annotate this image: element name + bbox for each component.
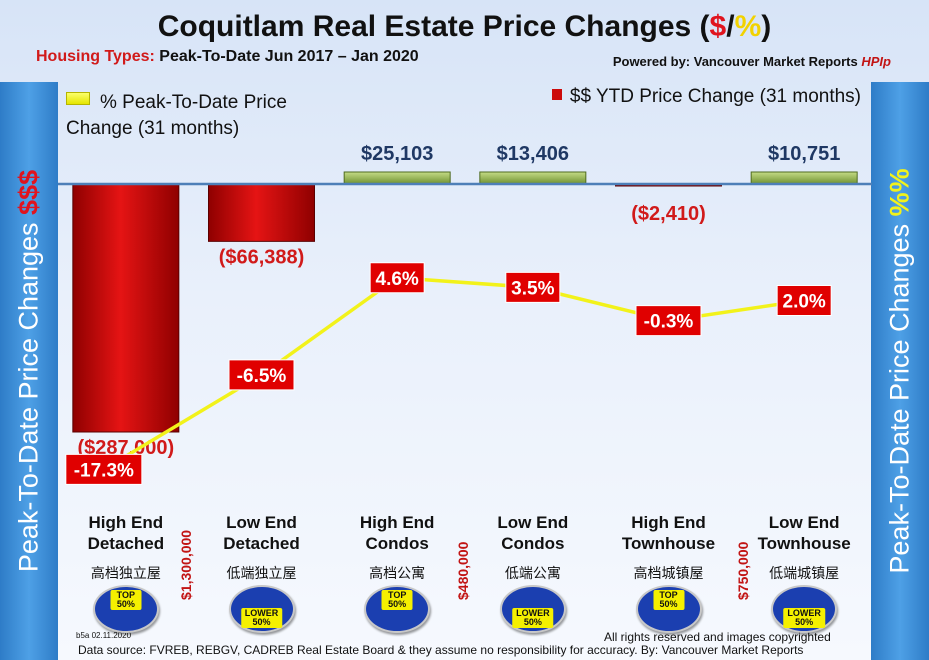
tier-badge-0: TOP 50% bbox=[92, 585, 159, 633]
powered-label: Powered by: Vancouver Market Reports bbox=[612, 54, 858, 69]
category-label-line: Low End bbox=[768, 513, 840, 532]
bar-2 bbox=[343, 171, 451, 185]
subtitle-label: Housing Types: bbox=[36, 48, 155, 65]
bar-1 bbox=[208, 183, 315, 242]
legend-pct-swatch bbox=[66, 92, 90, 105]
side-banner-left: Peak-To-Date Price Changes $$$ bbox=[0, 82, 58, 660]
category-label-zh-0: 高档独立屋 bbox=[90, 565, 161, 581]
category-label-1: Low End Detached bbox=[192, 512, 332, 554]
category-label-line: Low End bbox=[497, 513, 569, 532]
price-threshold-2: $750,000 bbox=[735, 541, 751, 600]
tier-badge-text: TOP 50% bbox=[381, 590, 413, 610]
pct-label-5: 2.0% bbox=[783, 292, 826, 313]
category-label-line: Townhouse bbox=[621, 534, 716, 553]
pct-label-box-2 bbox=[369, 262, 425, 294]
legend-dollar: $$ YTD Price Change (31 months) bbox=[551, 86, 861, 108]
pct-label-1: -6.5% bbox=[237, 366, 287, 387]
data-source-footer: Data source: FVREB, REBGV, CADREB Real E… bbox=[78, 643, 804, 657]
tier-badge-text: TOP 50% bbox=[653, 590, 684, 610]
dollar-label-5: $10,751 bbox=[768, 143, 840, 165]
category-label-zh-4: 高档城镇屋 bbox=[633, 565, 704, 581]
category-label-0: High End Detached bbox=[56, 512, 196, 554]
chart-subtitle: Housing Types: Peak-To-Date Jun 2017 – J… bbox=[36, 48, 419, 66]
category-label-line: Condos bbox=[365, 534, 429, 553]
category-label-4: High End Townhouse bbox=[599, 512, 739, 554]
legend-pct-line2: Change (31 months) bbox=[66, 118, 240, 139]
category-label-zh-2: 高档公寓 bbox=[369, 565, 426, 581]
legend-pct-line1: % Peak-To-Date Price bbox=[100, 92, 287, 113]
dollar-label-4: ($2,410) bbox=[631, 203, 706, 225]
powered-brand: HPIp bbox=[861, 54, 891, 69]
legend-pct: % Peak-To-Date Price Change (31 months) bbox=[66, 90, 366, 142]
tier-badge-2: TOP 50% bbox=[364, 585, 431, 633]
chart-plot: ($287,000)($66,388)$25,103 $13,406($2,410… bbox=[58, 143, 872, 485]
pct-label-box-5 bbox=[776, 285, 832, 316]
tier-badge-text: LOWER 50% bbox=[240, 608, 283, 628]
category-label-line: Detached bbox=[87, 534, 165, 553]
category-label-zh-5: 低端城镇屋 bbox=[769, 565, 840, 581]
tier-badge-1: LOWER 50% bbox=[228, 585, 295, 633]
chart-title: Coquitlam Real Estate Price Changes ($/%… bbox=[157, 10, 772, 43]
powered-by: Powered by: Vancouver Market Reports HPI… bbox=[613, 54, 891, 69]
category-label-line: Townhouse bbox=[757, 534, 851, 553]
category-label-line: High End bbox=[88, 513, 164, 532]
tier-badge-text: LOWER 50% bbox=[512, 608, 554, 628]
pct-label-0: -17.3% bbox=[74, 460, 134, 481]
category-label-5: Low End Townhouse bbox=[734, 512, 874, 554]
category-label-line: High End bbox=[359, 513, 435, 532]
category-label-line: Low End bbox=[226, 513, 297, 532]
dollar-label-2: $25,103 bbox=[361, 143, 433, 165]
pct-label-4: -0.3% bbox=[644, 312, 694, 333]
side-right-label: Peak-To-Date Price Changes %% bbox=[884, 168, 915, 574]
subtitle-text: Peak-To-Date Jun 2017 – Jan 2020 bbox=[159, 48, 419, 65]
legend-dollar-label: $$ YTD Price Change (31 months) bbox=[569, 86, 861, 107]
pct-label-box-0 bbox=[65, 453, 143, 485]
category-label-line: Condos bbox=[501, 534, 565, 553]
category-label-line: Detached bbox=[223, 534, 300, 553]
bar-0 bbox=[72, 183, 180, 433]
tier-badge-text: LOWER 50% bbox=[783, 608, 825, 628]
side-banner-right: Peak-To-Date Price Changes %% bbox=[871, 82, 929, 660]
category-label-3: Low End Condos bbox=[463, 512, 603, 554]
pct-label-box-3 bbox=[505, 271, 561, 303]
dollar-label-1: ($66,388) bbox=[219, 246, 305, 268]
tier-badge-3: LOWER 50% bbox=[499, 585, 566, 633]
tier-badge-5: LOWER 50% bbox=[771, 585, 838, 633]
pct-label-box-4 bbox=[635, 305, 702, 337]
category-label-zh-3: 低端公寓 bbox=[504, 565, 561, 581]
price-threshold-0: $1,300,000 bbox=[178, 529, 194, 600]
category-label-2: High End Condos bbox=[327, 512, 467, 554]
rights-notice: All rights reserved and images copyright… bbox=[604, 630, 831, 644]
dollar-label-3: $13,406 bbox=[497, 143, 569, 165]
date-stamp: b5a 02.11.2020 bbox=[76, 631, 132, 640]
bar-3 bbox=[479, 171, 587, 185]
pct-label-box-1 bbox=[228, 359, 295, 391]
pct-label-2: 4.6% bbox=[376, 269, 419, 290]
legend-dollar-swatch bbox=[551, 89, 562, 100]
category-label-zh-1: 低端独立屋 bbox=[226, 565, 297, 581]
bar-5 bbox=[750, 171, 858, 185]
tier-badge-text: TOP 50% bbox=[110, 590, 142, 610]
price-threshold-1: $480,000 bbox=[455, 541, 471, 600]
category-label-line: High End bbox=[631, 513, 706, 532]
pct-label-3: 3.5% bbox=[511, 278, 554, 299]
tier-badge-4: TOP 50% bbox=[635, 585, 702, 633]
side-left-label: Peak-To-Date Price Changes $$$ bbox=[13, 169, 44, 573]
